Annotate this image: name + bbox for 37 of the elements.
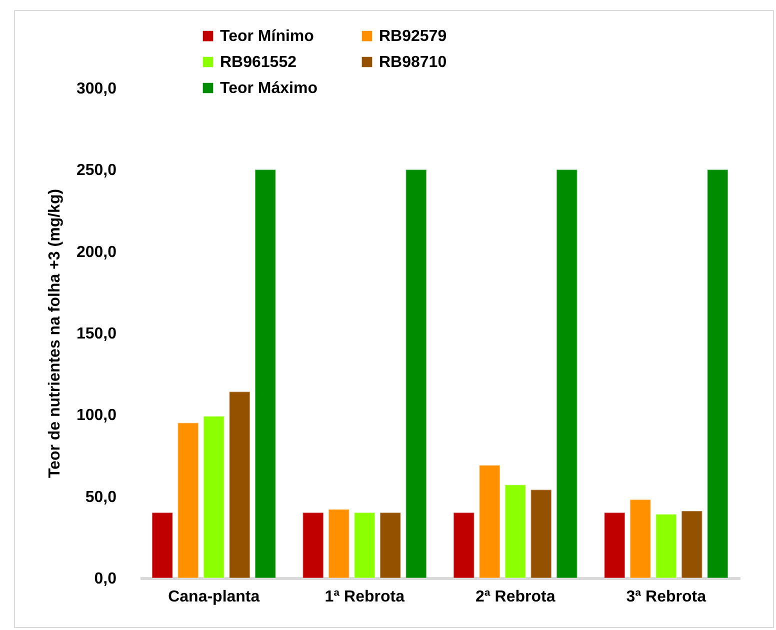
y-tick-label: 0,0: [94, 570, 117, 588]
bar: [530, 489, 552, 578]
bar: [655, 514, 677, 578]
bar: [681, 510, 703, 578]
y-tick-label: 150,0: [76, 326, 117, 342]
bar: [328, 508, 350, 578]
bar: [380, 512, 402, 578]
bar: [254, 169, 276, 578]
x-tick-label: 2ª Rebrota: [476, 588, 556, 606]
y-tick-label: 250,0: [76, 162, 117, 180]
x-tick-label: 1ª Rebrota: [324, 588, 405, 606]
bar: [177, 422, 199, 578]
bar: [630, 499, 652, 578]
legend-label: RB92579: [379, 28, 447, 46]
bar: [152, 512, 174, 578]
bar: [706, 169, 728, 578]
bar: [453, 512, 475, 578]
y-axis-title: Teor de nutrientes na folha +3 (mg/kg): [46, 188, 64, 478]
y-tick-label: 200,0: [76, 244, 117, 261]
x-tick-label: Cana-planta: [168, 588, 260, 606]
legend-label: Teor Mínimo: [220, 28, 314, 46]
bar: [405, 169, 427, 578]
bar: [354, 512, 376, 578]
legend-label: RB98710: [379, 54, 447, 71]
bar: [203, 416, 225, 578]
x-tick-label: 3ª Rebrota: [626, 588, 706, 606]
legend-label: RB961552: [220, 54, 297, 71]
bar: [556, 169, 578, 578]
bar: [228, 391, 250, 578]
legend-label: Teor Máximo: [220, 80, 318, 97]
y-tick-label: 50,0: [85, 488, 117, 506]
y-tick-label: 100,0: [76, 407, 117, 424]
bar: [302, 512, 324, 578]
bar: [604, 512, 626, 578]
bar: [478, 464, 500, 578]
y-tick-label: 300,0: [76, 80, 117, 98]
bar: [504, 484, 526, 578]
